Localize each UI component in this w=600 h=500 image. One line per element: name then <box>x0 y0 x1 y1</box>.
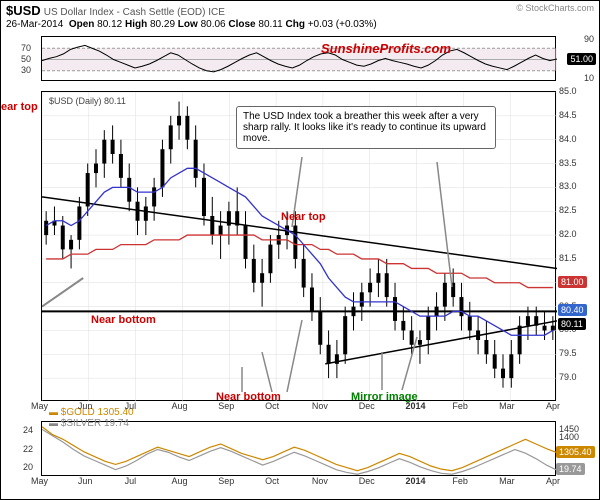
y-tick: 82.0 <box>559 229 577 239</box>
y-tick: 79.5 <box>559 348 577 358</box>
month-label: Jul <box>125 476 137 486</box>
near-top-2: Near top <box>281 211 326 223</box>
rsi-panel <box>41 36 556 81</box>
ohlc-row: 26-Mar-2014 Open 80.12 High 80.29 Low 80… <box>6 19 377 30</box>
month-label: Aug <box>171 401 187 411</box>
price-tag: 80.40 <box>558 304 587 316</box>
rsi-axis-30: 30 <box>21 65 31 75</box>
silver-tick: 22 <box>23 444 33 454</box>
gold-tick: 1450 <box>559 424 579 434</box>
month-label: Mar <box>499 401 515 411</box>
rsi-axis-10: 10 <box>584 73 594 83</box>
month-label: May <box>31 476 48 486</box>
commentary-box: The USD Index took a breather this week … <box>236 106 496 149</box>
near-bottom-1: Near bottom <box>91 314 156 326</box>
month-label: Jun <box>78 476 93 486</box>
month-label: Jul <box>125 401 137 411</box>
y-tick: 82.5 <box>559 205 577 215</box>
y-tick: 84.0 <box>559 134 577 144</box>
rsi-axis-50: 50 <box>21 54 31 64</box>
month-label: Mar <box>499 476 515 486</box>
near-bottom-2: Near bottom <box>216 391 281 403</box>
symbol-desc: US Dollar Index - Cash Settle (EOD) ICE <box>44 7 225 18</box>
brand-watermark: SunshineProfits.com <box>321 41 451 56</box>
date: 26-Mar-2014 <box>6 19 63 30</box>
month-label: Feb <box>452 401 468 411</box>
bottom-panel <box>41 421 556 476</box>
month-label: Aug <box>171 476 187 486</box>
month-label: Oct <box>265 476 279 486</box>
ohlc: Open 80.12 High 80.29 Low 80.06 Close 80… <box>66 19 377 30</box>
month-label: Jun <box>78 401 93 411</box>
y-tick: 84.5 <box>559 110 577 120</box>
mirror-image: Mirror image <box>351 391 418 403</box>
silver-tick: 24 <box>23 425 33 435</box>
month-label: Apr <box>546 401 560 411</box>
month-label: Feb <box>452 476 468 486</box>
y-tick: 83.0 <box>559 181 577 191</box>
rsi-axis-90: 90 <box>584 34 594 44</box>
rsi-value-tag: 51.00 <box>567 53 596 65</box>
chart-header: $USD US Dollar Index - Cash Settle (EOD)… <box>6 3 225 18</box>
rsi-chart <box>42 37 557 82</box>
month-label: Nov <box>312 476 328 486</box>
ticker-label: $USD (Daily) 80.11 <box>49 96 126 106</box>
month-label: Nov <box>312 401 328 411</box>
month-label: Dec <box>359 476 375 486</box>
silver-label: ▬ $SILVER 19.74 <box>49 418 129 429</box>
copyright: © StockCharts.com <box>516 3 594 13</box>
silver-price-tag: 19.74 <box>556 463 585 475</box>
month-label: May <box>31 401 48 411</box>
price-tag: 80.11 <box>558 318 586 330</box>
rsi-axis-70: 70 <box>21 43 31 53</box>
y-tick: 85.0 <box>559 86 577 96</box>
y-tick: 83.5 <box>559 158 577 168</box>
near-top-1: ear top <box>1 101 38 113</box>
month-label: Sep <box>218 476 234 486</box>
gold-price-tag: 1305.40 <box>556 446 595 458</box>
month-label: 2014 <box>406 476 426 486</box>
month-label: Apr <box>546 476 560 486</box>
chart-container: $USD US Dollar Index - Cash Settle (EOD)… <box>0 0 600 500</box>
price-tag: 81.00 <box>558 276 587 288</box>
gold-silver-chart <box>42 422 557 477</box>
silver-tick: 20 <box>23 462 33 472</box>
y-tick: 81.5 <box>559 253 577 263</box>
symbol: $USD <box>6 3 41 18</box>
y-tick: 79.0 <box>559 372 577 382</box>
